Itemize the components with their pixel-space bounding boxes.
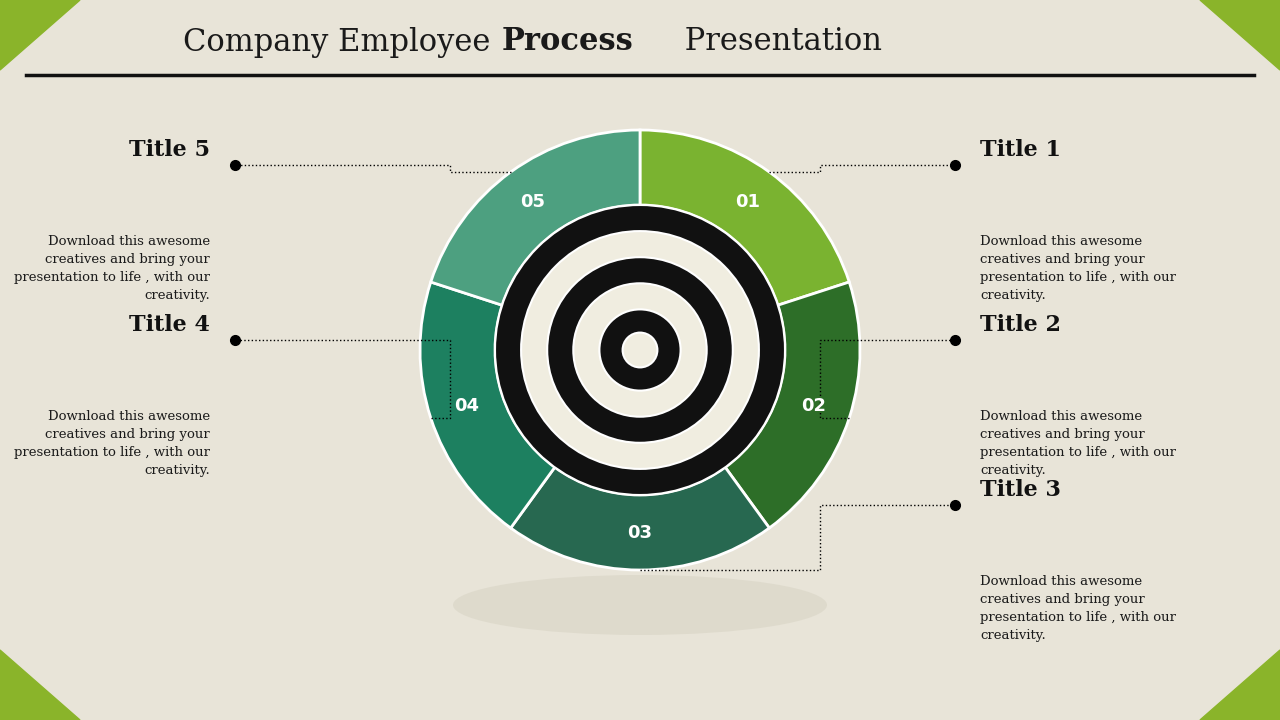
Circle shape (599, 310, 681, 390)
Circle shape (548, 257, 732, 443)
Polygon shape (0, 0, 79, 70)
Text: Company Employee: Company Employee (183, 27, 500, 58)
Text: Presentation: Presentation (675, 27, 882, 58)
Text: Download this awesome
creatives and bring your
presentation to life , with our
c: Download this awesome creatives and brin… (980, 575, 1176, 642)
Polygon shape (1201, 0, 1280, 70)
Circle shape (622, 333, 658, 367)
Text: Download this awesome
creatives and bring your
presentation to life , with our
c: Download this awesome creatives and brin… (14, 410, 210, 477)
Wedge shape (726, 282, 860, 528)
Wedge shape (511, 467, 769, 570)
Text: 03: 03 (627, 523, 653, 541)
Text: Process: Process (502, 27, 634, 58)
Wedge shape (420, 282, 554, 528)
Circle shape (521, 231, 759, 469)
Text: Title 4: Title 4 (129, 314, 210, 336)
Ellipse shape (453, 575, 827, 635)
Text: Download this awesome
creatives and bring your
presentation to life , with our
c: Download this awesome creatives and brin… (980, 410, 1176, 477)
Text: 05: 05 (520, 194, 545, 212)
Circle shape (573, 283, 707, 417)
Wedge shape (640, 130, 849, 305)
Text: Title 2: Title 2 (980, 314, 1061, 336)
Text: Title 1: Title 1 (980, 139, 1061, 161)
Polygon shape (1201, 650, 1280, 720)
Text: Download this awesome
creatives and bring your
presentation to life , with our
c: Download this awesome creatives and brin… (14, 235, 210, 302)
Text: 01: 01 (735, 194, 760, 212)
Wedge shape (431, 130, 640, 305)
Text: 02: 02 (801, 397, 826, 415)
Text: Title 3: Title 3 (980, 479, 1061, 501)
Text: 04: 04 (454, 397, 479, 415)
Text: Title 5: Title 5 (129, 139, 210, 161)
Polygon shape (0, 650, 79, 720)
Text: Download this awesome
creatives and bring your
presentation to life , with our
c: Download this awesome creatives and brin… (980, 235, 1176, 302)
Circle shape (495, 205, 785, 495)
